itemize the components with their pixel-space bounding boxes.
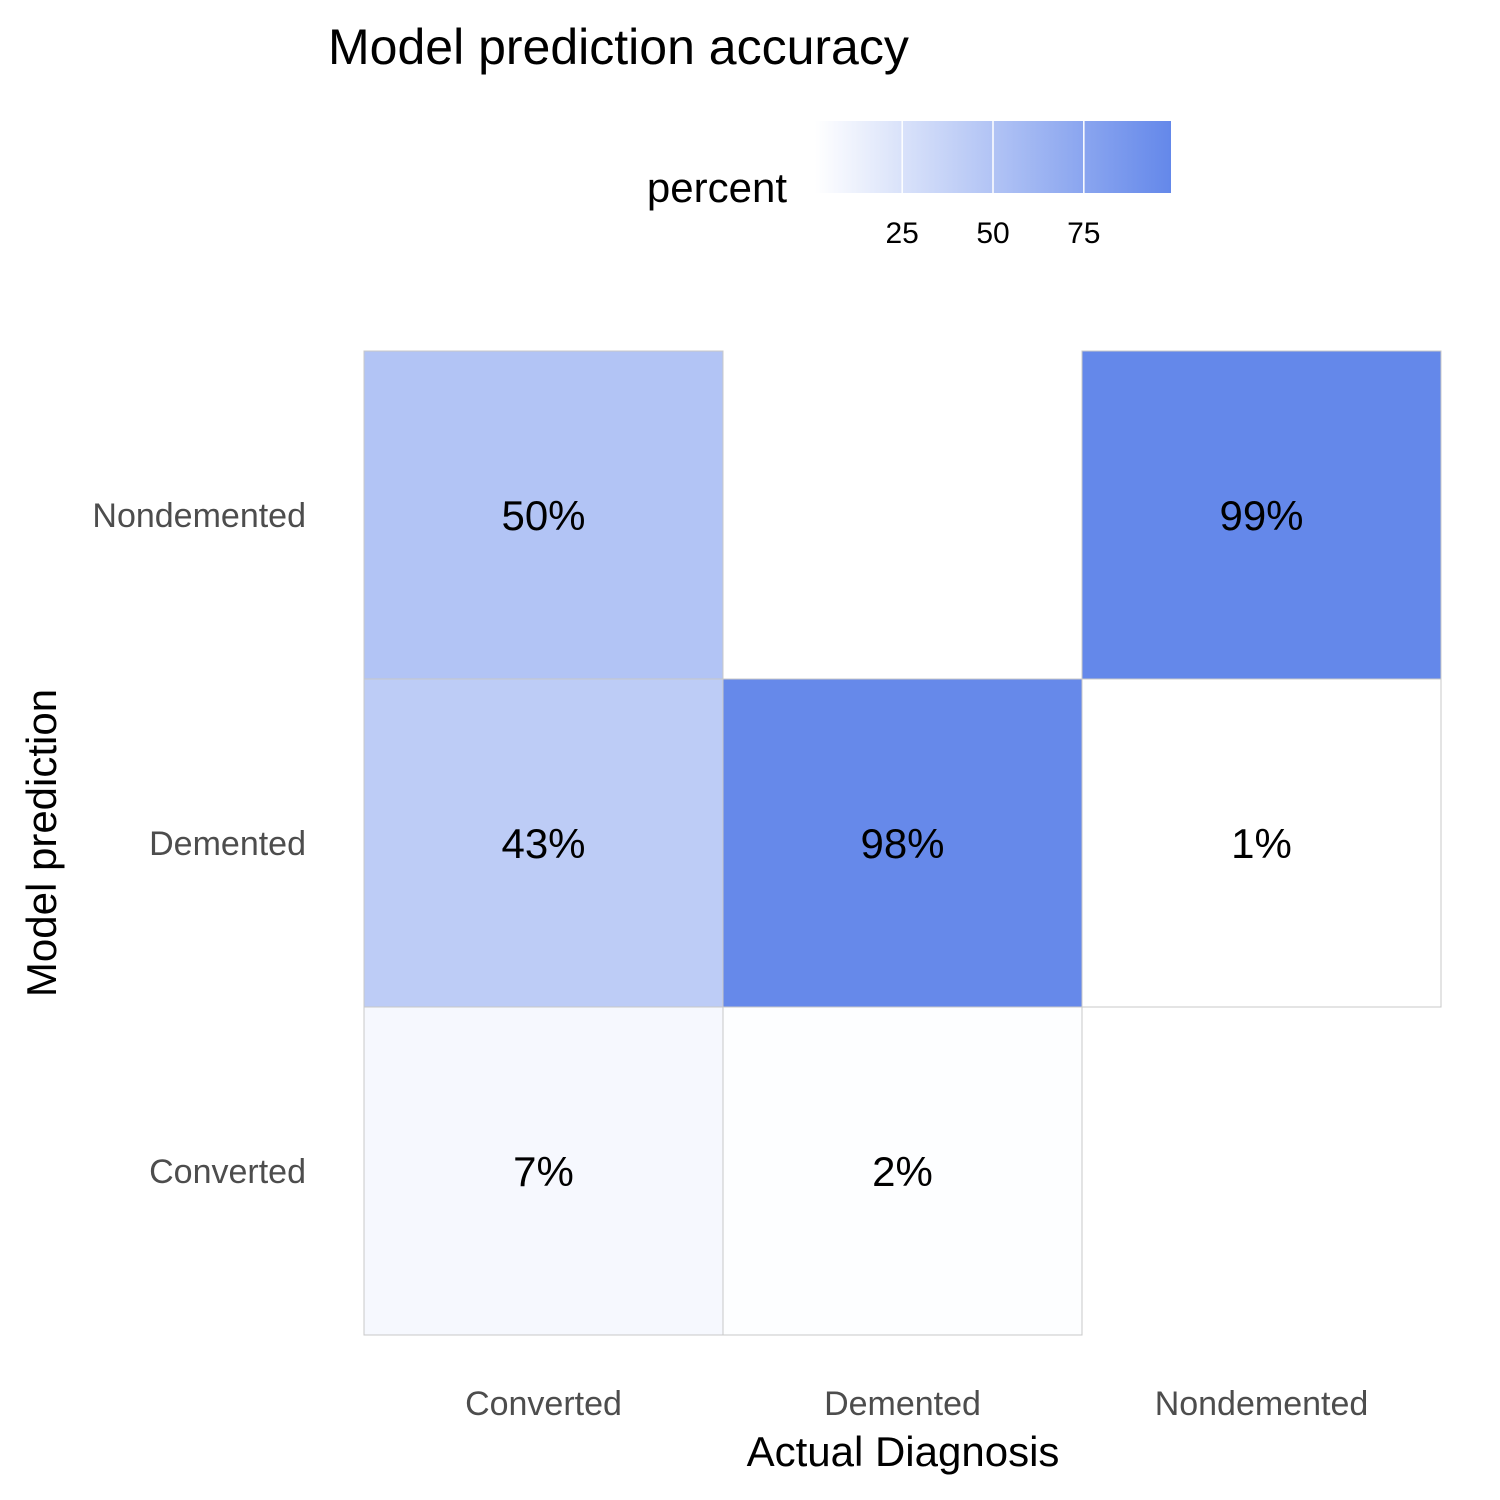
y-axis-tick-labels: Nondemented Demented Converted [92,497,306,1191]
legend-title: percent [647,164,787,211]
y-tick-label: Converted [149,1153,306,1191]
x-tick-label: Demented [824,1385,981,1423]
legend-tick-label: 75 [1067,217,1100,250]
cell-value-label: 50% [501,492,585,539]
x-axis-tick-labels: Converted Demented Nondemented [465,1385,1368,1423]
legend-tick-label: 25 [885,217,918,250]
x-tick-label: Nondemented [1155,1385,1369,1423]
cell-value-label: 1% [1231,820,1292,867]
y-tick-label: Demented [149,825,306,863]
heatmap-cell [363,1006,724,1336]
heatmap-cell [363,350,724,680]
cell-value-label: 2% [872,1148,933,1195]
cell-value-label: 7% [513,1148,574,1195]
y-tick-label: Nondemented [92,497,306,535]
heatmap-cell [1081,350,1442,680]
cell-value-label: 43% [501,820,585,867]
cell-value-label: 99% [1219,492,1303,539]
color-legend: percent 25 50 75 [647,121,1171,250]
x-axis-title: Actual Diagnosis [747,1428,1060,1475]
x-tick-label: Converted [465,1385,622,1423]
y-axis-title: Model prediction [18,689,65,997]
legend-ticks: 25 50 75 [885,121,1101,250]
heatmap-cell-labels: 50% 43% 7% 98% 2% 99% 1% [501,492,1303,1195]
cell-value-label: 98% [860,820,944,867]
heatmap-cell [722,678,1083,1008]
legend-tick-label: 50 [976,217,1009,250]
heatmap-cell [722,1006,1083,1336]
chart-title: Model prediction accuracy [328,19,909,75]
heatmap-cell [1081,678,1442,1008]
heatmap-cells [363,350,1442,1336]
